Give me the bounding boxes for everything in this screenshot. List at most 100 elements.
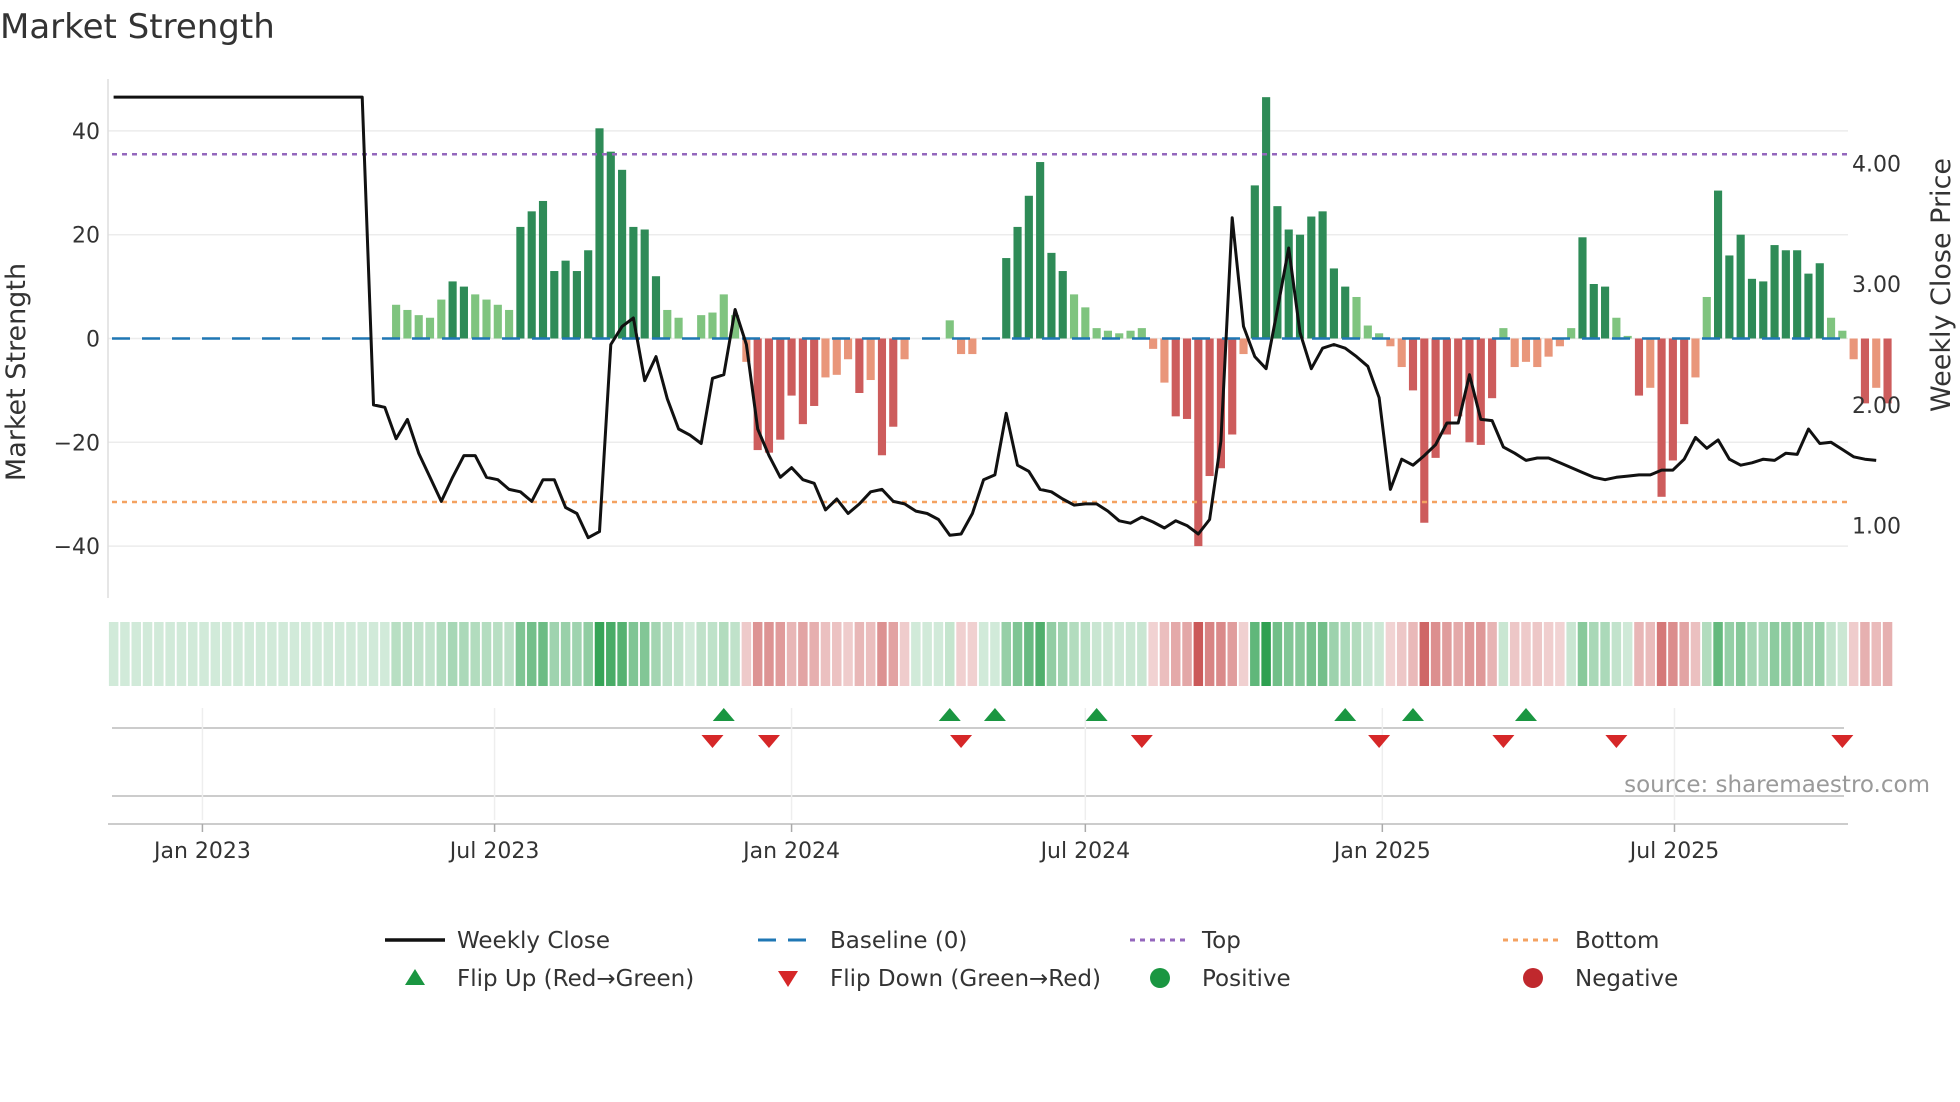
strength-bar (1386, 338, 1395, 347)
flip-down-marker (1605, 735, 1628, 748)
strength-bar (505, 309, 514, 339)
strength-bar (1668, 338, 1677, 461)
strength-bar (1363, 325, 1372, 339)
strip-cell (1261, 622, 1271, 686)
strip-cell (1792, 622, 1802, 686)
strength-bar (1555, 338, 1564, 347)
strip-cell (1442, 622, 1452, 686)
strip-cell (1634, 622, 1644, 686)
strip-cell (1645, 622, 1656, 686)
strength-bar (1250, 185, 1259, 339)
strength-bar (651, 276, 661, 339)
strip-cell (1374, 622, 1384, 686)
strength-bar (1759, 281, 1768, 339)
strength-bar (572, 271, 581, 339)
strip-cell (945, 622, 955, 686)
strip-cell (606, 622, 616, 686)
strength-bar (1465, 338, 1474, 443)
strip-cell (651, 622, 661, 686)
y2-tick-label: 2.00 (1852, 394, 1901, 419)
strength-bar (731, 315, 740, 339)
x-tick-label: Jan 2023 (152, 839, 251, 864)
legend-item-flip_down: Flip Down (Green→Red) (778, 966, 1101, 992)
strength-bar (437, 299, 446, 339)
strip-cell (1555, 622, 1565, 686)
strip-cell (911, 622, 921, 686)
strength-bar (1623, 335, 1632, 339)
strip-cell (1532, 622, 1543, 686)
strip-cell (673, 622, 684, 686)
strength-bar (956, 338, 966, 355)
legend-swatch-negative (1523, 968, 1543, 988)
strip-cell (346, 622, 356, 686)
strength-bar (1295, 234, 1305, 339)
strength-bar (821, 338, 830, 378)
strip-cell (1080, 622, 1091, 686)
strip-cell (956, 622, 966, 686)
strength-bar (595, 128, 604, 339)
strip-cell (933, 622, 944, 686)
strip-cell (1216, 622, 1226, 686)
strip-cell (1137, 622, 1147, 686)
strength-bar (1747, 278, 1757, 339)
strip-cell (1803, 622, 1814, 686)
strip-cell (696, 622, 706, 686)
strength-bar (640, 229, 649, 339)
strength-bar (1860, 338, 1870, 404)
strip-cell (1283, 622, 1294, 686)
strip-cell (707, 622, 718, 686)
strip-cell (741, 622, 752, 686)
strength-bar (832, 338, 841, 375)
strength-bar (1420, 338, 1429, 523)
strength-bar (538, 200, 548, 339)
strip-cell (1057, 622, 1068, 686)
legend-label: Top (1201, 928, 1241, 954)
legend-label: Positive (1202, 966, 1291, 992)
strength-bar (1137, 328, 1146, 339)
strength-bar (561, 260, 570, 339)
strip-cell (368, 622, 379, 686)
strength-bar (753, 338, 762, 451)
axes: 40 20 0 −20 −40 4.00 3.00 2.00 1.00 Jan 2023 Jul 2… (54, 79, 1901, 864)
strength-bar (1442, 338, 1451, 435)
strip-cell (1589, 622, 1599, 686)
strip-cell (1227, 622, 1237, 686)
legend-label: Weekly Close (457, 928, 610, 954)
strip-cell (1069, 622, 1079, 686)
strip-cell (1611, 622, 1622, 686)
strip-cell (1476, 622, 1486, 686)
flip-down-marker (950, 735, 973, 748)
strength-bar (482, 299, 491, 339)
strength-bar (1691, 338, 1700, 378)
strip-cell (1498, 622, 1509, 686)
strength-bar (1126, 330, 1135, 339)
strip-cell (289, 622, 300, 686)
strength-bar (1431, 338, 1440, 458)
strip-cell (323, 622, 334, 686)
strength-bar (1601, 286, 1610, 339)
strength-bar (1657, 338, 1666, 497)
strength-bar (1476, 338, 1485, 445)
y-tick-label: 40 (72, 120, 100, 145)
flip-up-marker (1402, 708, 1424, 721)
strength-bar (403, 309, 412, 339)
strip-cell (300, 622, 311, 686)
strip-cell (1690, 622, 1701, 686)
strip-cell (628, 622, 639, 686)
strength-bar (629, 226, 638, 339)
strength-bar (1081, 307, 1090, 339)
weekly-close-layer (113, 95, 1877, 540)
strip-cell (1758, 622, 1769, 686)
flip-up-marker (1334, 708, 1357, 721)
strip-cell (1306, 622, 1317, 686)
strength-bar (1702, 296, 1711, 339)
strength-bar (697, 315, 706, 339)
strength-bar (1036, 162, 1045, 339)
flip-down-marker (1368, 735, 1391, 748)
strip-cell (1408, 622, 1418, 686)
strength-bar (1160, 338, 1169, 383)
y2-tick-label: 1.00 (1852, 515, 1901, 540)
strip-cell (1159, 622, 1170, 686)
strength-bar (1205, 338, 1214, 477)
